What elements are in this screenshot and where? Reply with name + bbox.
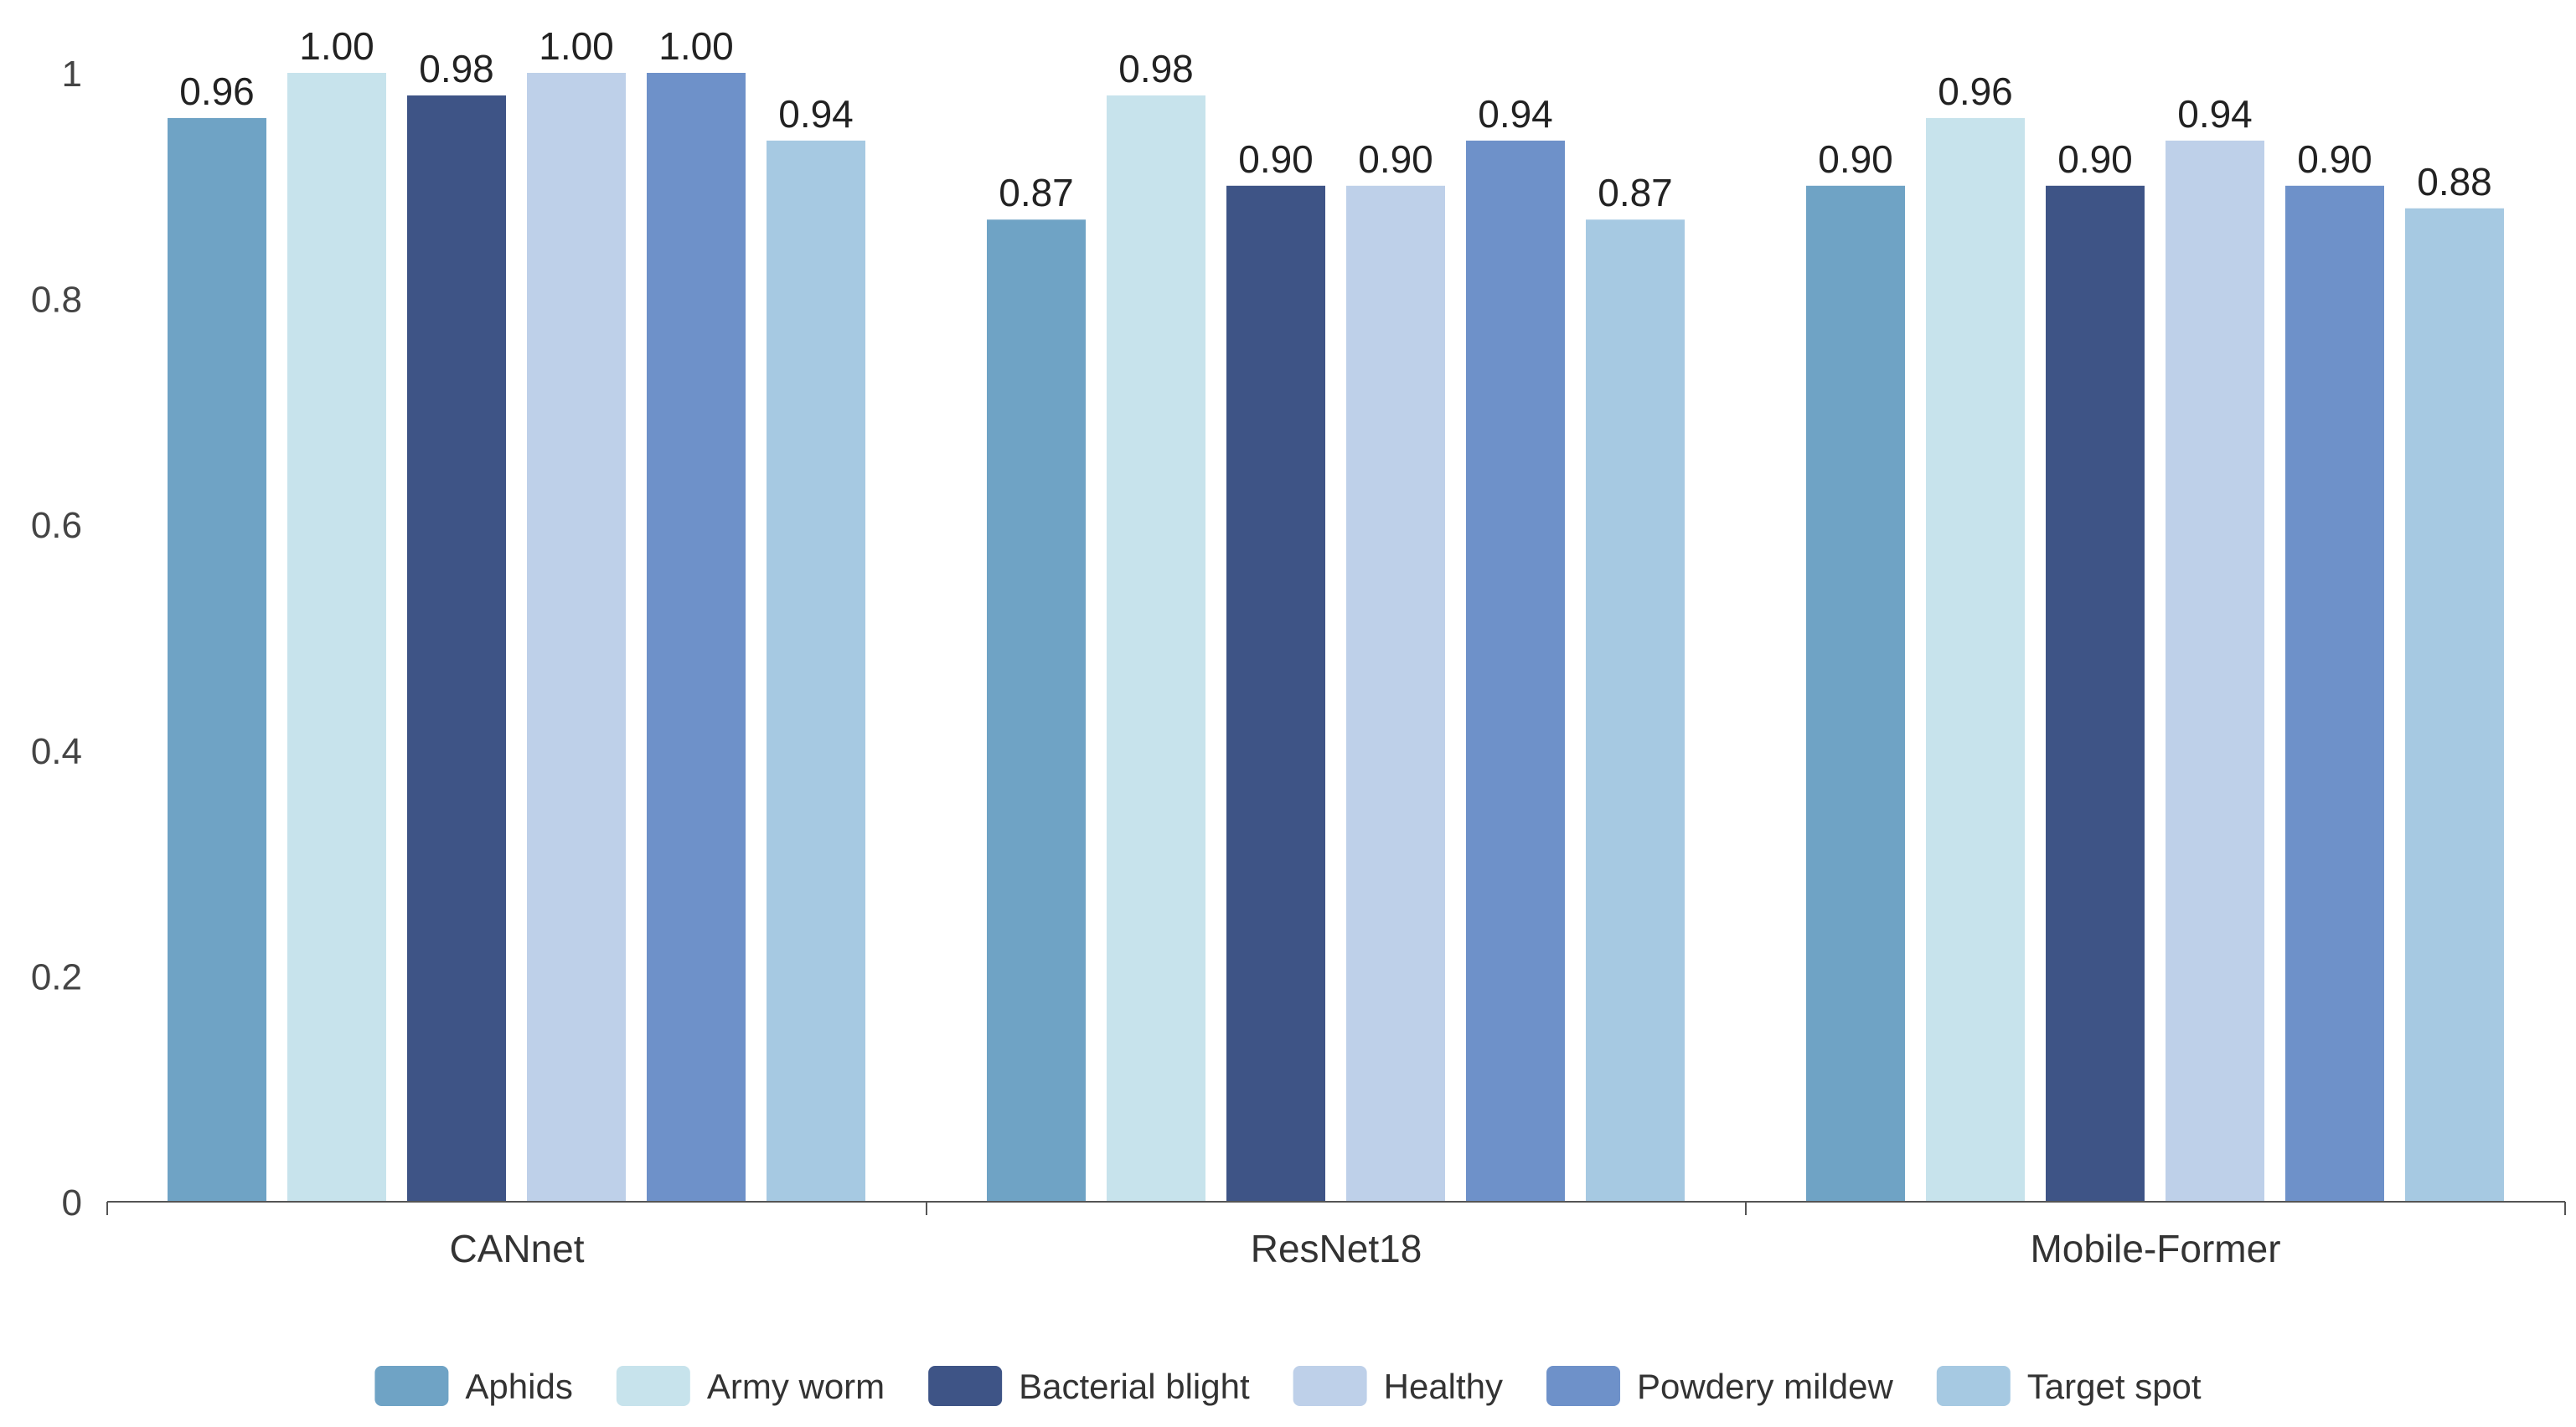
legend-label: Army worm (707, 1367, 885, 1406)
legend-swatch (1936, 1366, 2011, 1406)
bar (527, 73, 626, 1202)
data-label: 0.94 (1478, 92, 1553, 136)
legend-item: Aphids (374, 1366, 573, 1406)
y-tick-label: 0.8 (31, 280, 82, 321)
bar (2166, 140, 2264, 1202)
data-label: 0.98 (419, 47, 494, 90)
data-label: 0.90 (2297, 137, 2372, 181)
legend-item: Bacterial blight (928, 1366, 1250, 1406)
data-label: 1.00 (658, 24, 734, 68)
x-category-label: Mobile-Former (2030, 1227, 2280, 1270)
bar (1586, 219, 1685, 1202)
data-label: 0.90 (1238, 137, 1314, 181)
legend-item: Army worm (616, 1366, 885, 1406)
bar (1346, 185, 1445, 1202)
y-tick-label: 0.4 (31, 731, 82, 772)
bar (1926, 117, 2025, 1202)
bar (2285, 185, 2384, 1202)
data-label: 0.90 (2057, 137, 2133, 181)
bar (407, 95, 506, 1203)
value-labels: 0.96 1.00 0.98 1.00 1.00 0.94 0.87 0.98 0.90 0.90… (179, 24, 2492, 214)
y-tick-label: 0 (62, 1182, 82, 1224)
legend-label: Powdery mildew (1637, 1367, 1893, 1406)
y-axis: 0 0.2 0.4 0.6 0.8 1 (31, 54, 82, 1224)
bar (1806, 185, 1905, 1202)
y-tick-label: 0.2 (31, 956, 82, 997)
data-label: 0.96 (1938, 70, 2013, 113)
legend-label: Healthy (1384, 1367, 1503, 1406)
bar (647, 73, 746, 1202)
bar (1107, 95, 1205, 1203)
data-label: 0.94 (2177, 92, 2253, 136)
legend: Aphids Army worm Bacterial blight Healthy Po… (374, 1366, 2202, 1406)
data-label: 0.87 (1598, 171, 1673, 214)
bar (168, 117, 266, 1202)
legend-item: Powdery mildew (1546, 1366, 1893, 1406)
data-label: 0.90 (1818, 137, 1893, 181)
legend-swatch (1293, 1366, 1367, 1406)
bar (2046, 185, 2145, 1202)
x-category-label: CANnet (449, 1227, 584, 1270)
data-label: 0.90 (1358, 137, 1433, 181)
data-label: 0.96 (179, 70, 255, 113)
bar (1226, 185, 1325, 1202)
legend-label: Aphids (465, 1367, 572, 1406)
legend-label: Bacterial blight (1019, 1367, 1250, 1406)
x-category-label: ResNet18 (1251, 1227, 1422, 1270)
bars (168, 73, 2504, 1203)
legend-swatch (374, 1366, 449, 1406)
x-axis: CANnet ResNet18 Mobile-Former (106, 1201, 2566, 1270)
legend-label: Target spot (2027, 1367, 2202, 1406)
data-label: 0.88 (2417, 160, 2492, 203)
legend-swatch (928, 1366, 1003, 1406)
y-tick-label: 0.6 (31, 505, 82, 546)
bar (767, 140, 865, 1202)
legend-item: Healthy (1293, 1366, 1503, 1406)
legend-item: Target spot (1936, 1366, 2202, 1406)
bar (287, 73, 386, 1202)
data-label: 0.98 (1118, 47, 1194, 90)
legend-swatch (616, 1366, 690, 1406)
y-tick-label: 1 (62, 54, 82, 95)
data-label: 0.87 (999, 171, 1074, 214)
bar (987, 219, 1086, 1202)
bar (1466, 140, 1565, 1202)
data-label: 1.00 (539, 24, 614, 68)
data-label: 1.00 (299, 24, 374, 68)
bar (2405, 208, 2504, 1202)
data-label: 0.94 (778, 92, 854, 136)
legend-swatch (1546, 1366, 1621, 1406)
